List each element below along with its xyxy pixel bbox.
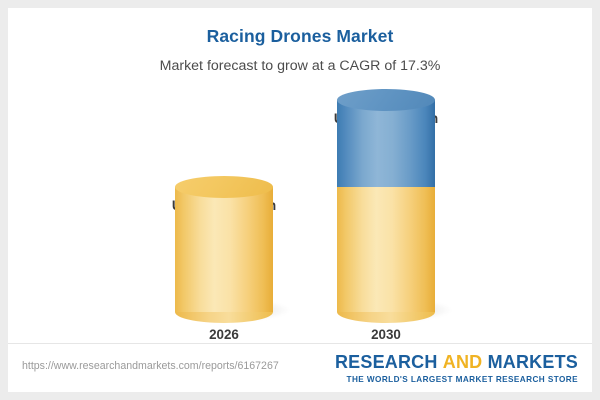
logo-tagline: THE WORLD'S LARGEST MARKET RESEARCH STOR… bbox=[346, 375, 578, 384]
bar-group-2030: USD 3.83 Billion 2030 bbox=[306, 89, 466, 344]
x-axis-label-2026: 2026 bbox=[209, 327, 239, 342]
chart-header: Racing Drones Market Market forecast to … bbox=[8, 8, 592, 74]
chart-plot-area: USD 2.02 Billion 2026 USD 3.83 Billion bbox=[8, 89, 592, 344]
cylinder-body bbox=[337, 187, 435, 312]
cylinder-body bbox=[337, 100, 435, 187]
logo-word-and: AND bbox=[442, 352, 483, 372]
cylinder-bar-2026[interactable] bbox=[175, 176, 289, 323]
bar-segment-growth-2030 bbox=[337, 89, 435, 187]
chart-subtitle: Market forecast to grow at a CAGR of 17.… bbox=[159, 58, 441, 74]
cylinder-bar-2030[interactable] bbox=[337, 89, 451, 323]
logo-wordmark: RESEARCH AND MARKETS bbox=[335, 352, 578, 373]
bar-group-2026: USD 2.02 Billion 2026 bbox=[144, 94, 304, 344]
logo-word-research: RESEARCH bbox=[334, 352, 438, 372]
source-url-link[interactable]: https://www.researchandmarkets.com/repor… bbox=[22, 360, 279, 372]
infographic-card: Racing Drones Market Market forecast to … bbox=[8, 8, 592, 392]
logo-word-markets: MARKETS bbox=[487, 352, 578, 372]
brand-logo[interactable]: RESEARCH AND MARKETS THE WORLD'S LARGEST… bbox=[335, 352, 578, 384]
cylinder-top-ellipse bbox=[175, 176, 273, 198]
page-title: Racing Drones Market bbox=[206, 26, 394, 46]
bar-segment-base-2026 bbox=[175, 176, 273, 323]
footer: https://www.researchandmarkets.com/repor… bbox=[8, 343, 592, 392]
x-axis-label-2030: 2030 bbox=[371, 327, 401, 342]
cylinder-body bbox=[175, 187, 273, 312]
bar-segment-base-2030 bbox=[337, 187, 435, 323]
cylinder-top-ellipse bbox=[337, 89, 435, 111]
